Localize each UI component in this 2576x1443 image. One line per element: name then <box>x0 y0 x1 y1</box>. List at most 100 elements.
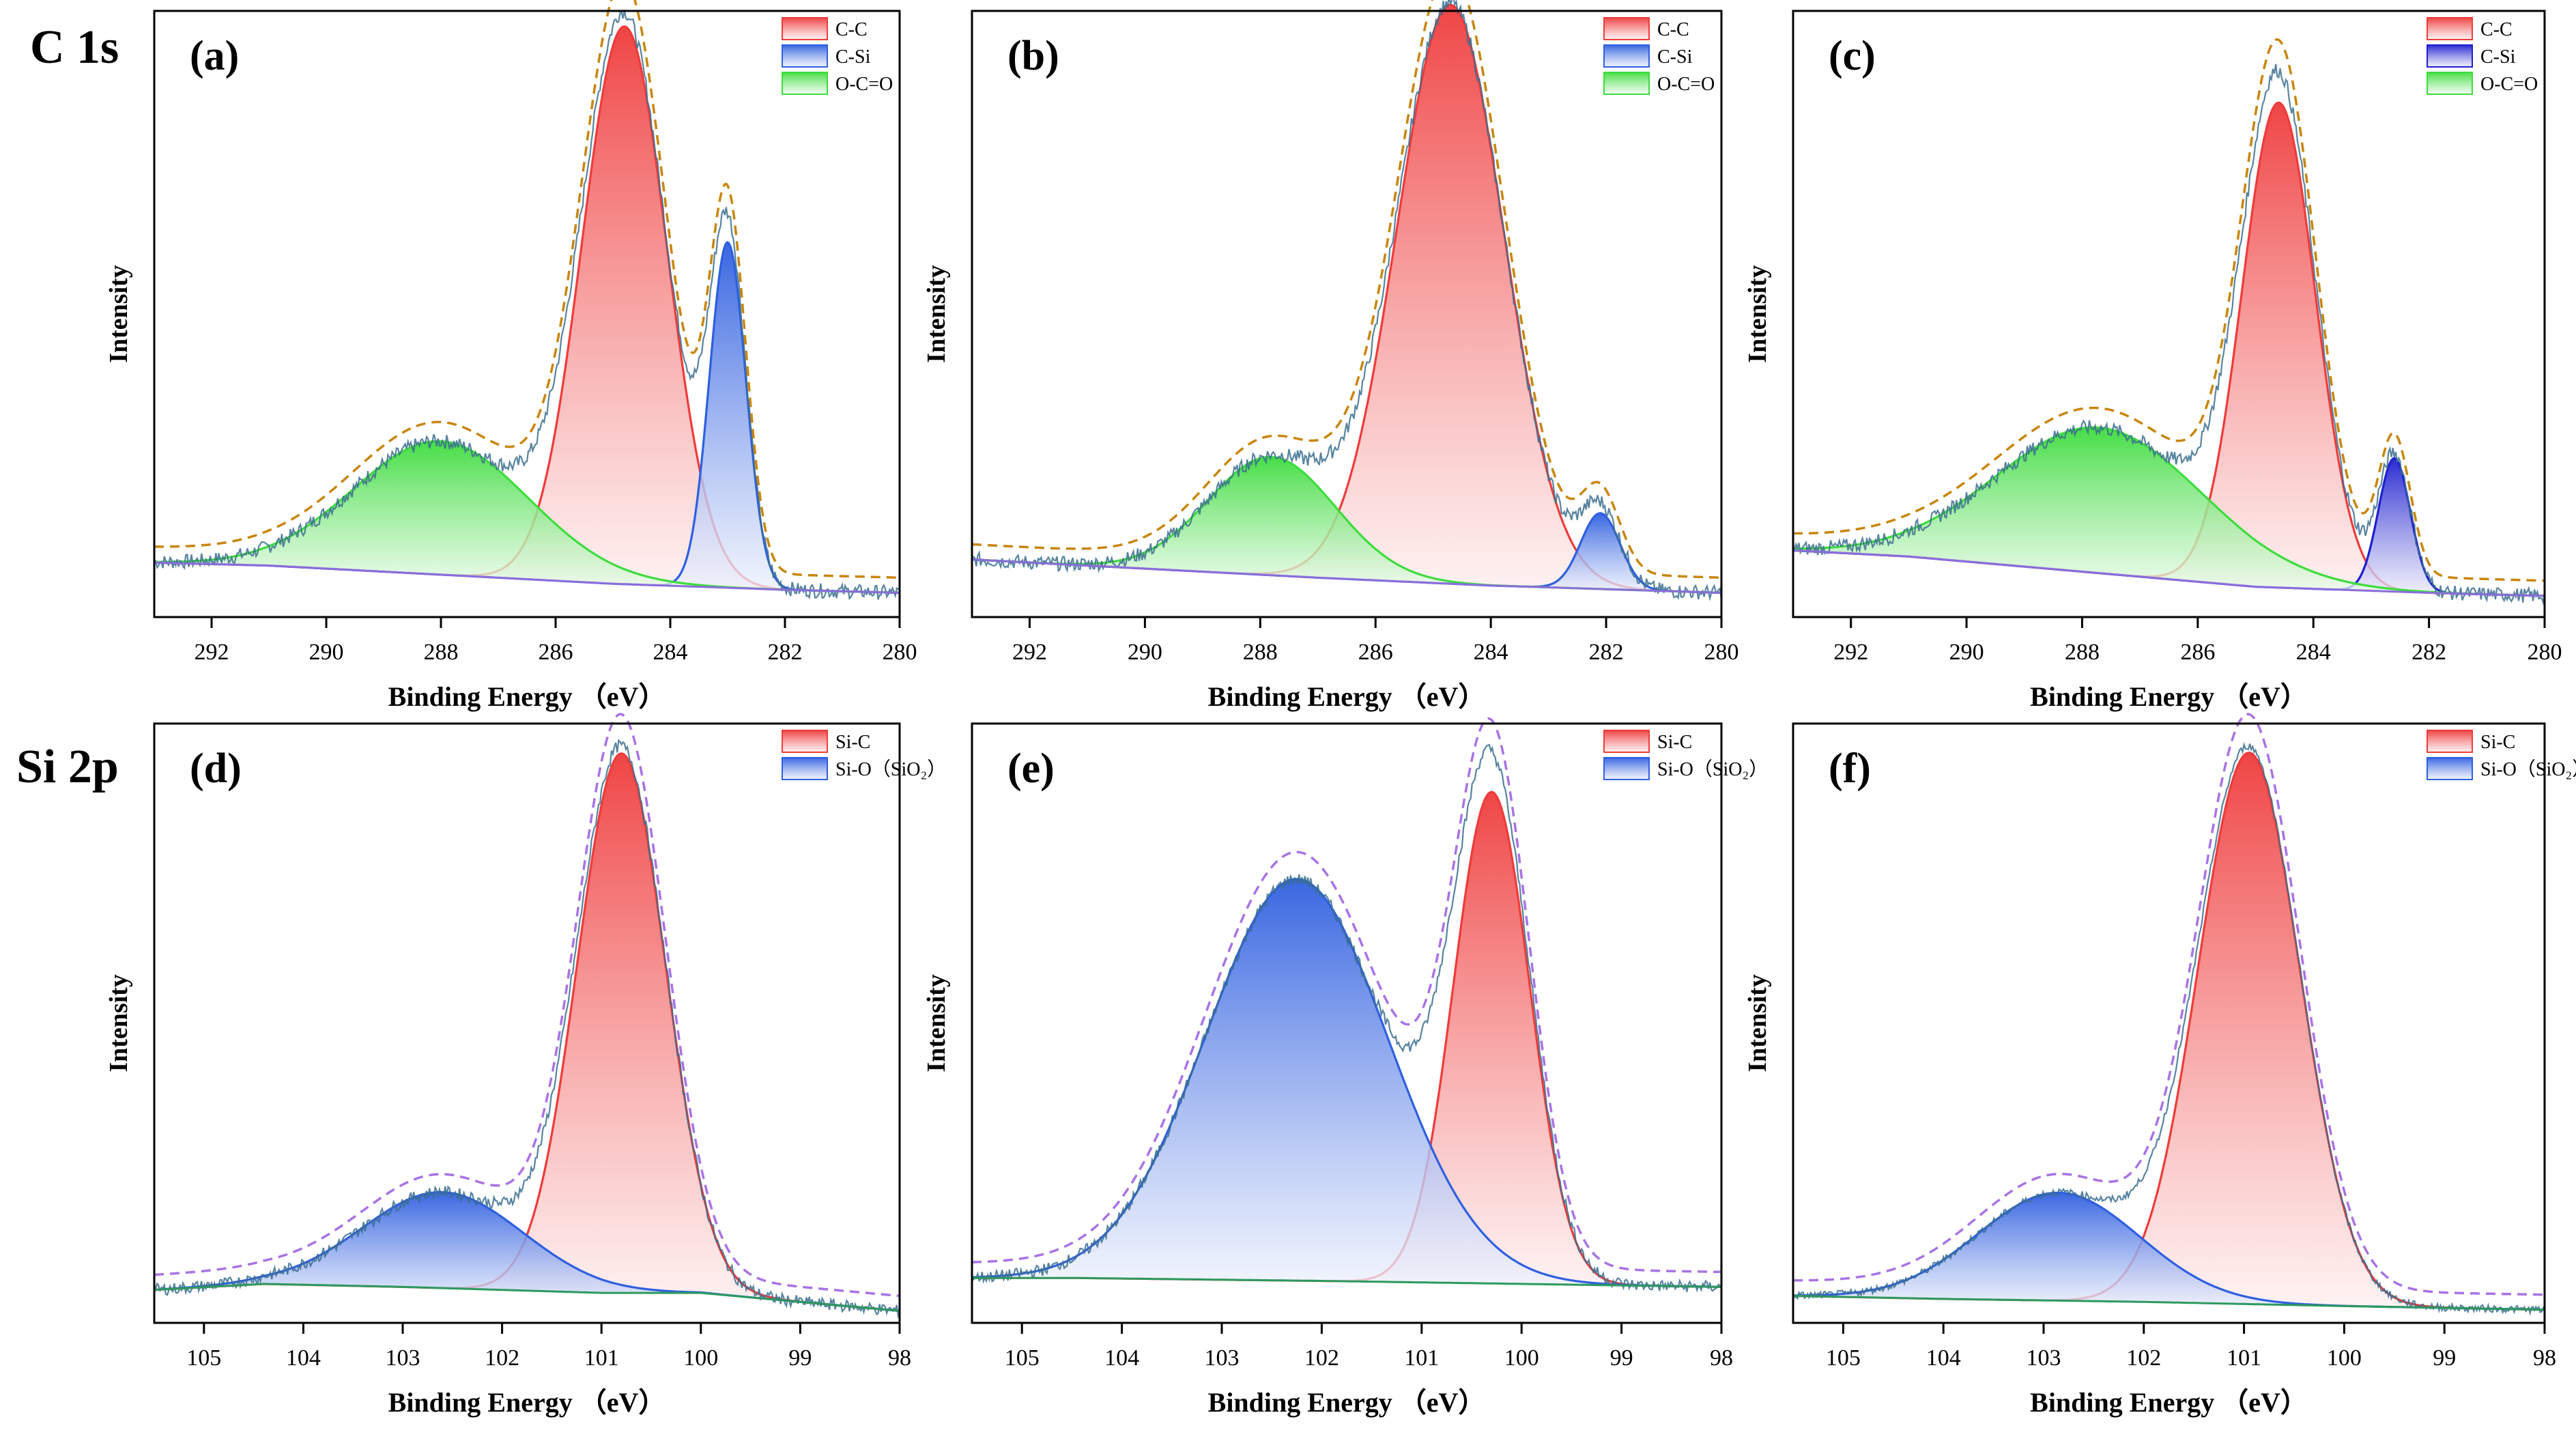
panel-label: (e) <box>1007 745 1055 792</box>
x-tick-label: 105 <box>1005 1345 1040 1371</box>
background-line <box>1793 1295 2545 1311</box>
y-axis-label: Intensity <box>1743 974 1772 1072</box>
y-axis-label: Intensity <box>104 265 133 363</box>
x-tick-label: 282 <box>768 640 803 665</box>
legend-label: Si-C <box>2480 732 2515 753</box>
component-area-si-o-sio- <box>1793 1192 2545 1310</box>
fit-envelope <box>1793 713 2545 1296</box>
plot-frame <box>971 10 1723 618</box>
x-tick-label: 102 <box>1304 1345 1339 1371</box>
x-tick-label: 288 <box>2065 640 2100 665</box>
component-area-si-c <box>1793 752 2545 1310</box>
plot-frame <box>153 10 901 618</box>
x-tick-label: 290 <box>1949 640 1984 665</box>
background-line <box>154 561 900 594</box>
background-line <box>972 1276 1721 1288</box>
x-tick-label: 99 <box>2433 1345 2456 1371</box>
x-tick-label: 288 <box>424 640 459 665</box>
component-area-si-c <box>972 792 1721 1287</box>
background-line <box>1792 549 2545 597</box>
x-tick-label: 101 <box>1404 1345 1439 1371</box>
component-area-si-o-sio- <box>972 878 1721 1287</box>
background-line <box>154 1283 900 1312</box>
x-tick-label: 100 <box>1504 1345 1539 1371</box>
x-tick-label: 103 <box>1205 1345 1240 1371</box>
x-tick-label: 102 <box>485 1345 519 1371</box>
legend-swatch <box>1603 44 1650 68</box>
component-area-o-c-o <box>1793 427 2545 596</box>
panel-label: (a) <box>190 33 239 79</box>
raw-spectrum <box>153 739 900 1319</box>
legend-swatch <box>782 17 828 40</box>
x-tick-label: 99 <box>1610 1345 1633 1371</box>
x-tick-label: 288 <box>1243 640 1278 665</box>
y-axis-label: Intensity <box>104 974 133 1072</box>
legend-swatch <box>2427 730 2473 753</box>
legend-label: O-C=O <box>835 74 893 95</box>
legend-label: C-Si <box>1657 46 1693 68</box>
x-tick-label: 284 <box>653 640 688 665</box>
x-tick-label: 99 <box>788 1345 812 1371</box>
raw-spectrum <box>154 10 900 601</box>
fit-envelope <box>154 713 900 1298</box>
row-label-si2p: Si 2p <box>16 741 119 793</box>
component-area-o-c-o <box>972 457 1721 593</box>
legend-swatch <box>2427 44 2473 68</box>
x-tick-label: 100 <box>683 1345 718 1371</box>
y-axis-label: Intensity <box>922 265 951 363</box>
x-tick-label: 103 <box>2027 1345 2061 1371</box>
panel-label: (d) <box>190 745 242 792</box>
x-tick-label: 98 <box>1710 1345 1733 1371</box>
fit-envelope <box>1793 38 2545 582</box>
fit-envelope <box>972 717 1722 1274</box>
x-tick-label: 280 <box>1704 640 1739 665</box>
component-area-c-c <box>972 5 1721 593</box>
x-tick-label: 280 <box>883 640 917 665</box>
x-tick-label: 98 <box>2533 1345 2556 1371</box>
legend-label: O-C=O <box>1657 74 1715 95</box>
x-tick-label: 100 <box>2327 1345 2362 1371</box>
legend-label: C-C <box>2480 19 2513 40</box>
y-axis-label: Intensity <box>922 974 951 1072</box>
x-tick-label: 292 <box>1012 640 1047 665</box>
plot-frame <box>1792 10 2546 618</box>
x-tick-label: 282 <box>1589 640 1624 665</box>
raw-spectrum <box>971 743 1722 1293</box>
x-axis-label: Binding Energy （eV） <box>1208 1387 1486 1418</box>
legend-label: C-C <box>835 19 868 40</box>
row-label-c1s: C 1s <box>30 21 119 74</box>
y-axis-label: Intensity <box>1743 265 1772 363</box>
x-tick-label: 105 <box>186 1345 221 1371</box>
x-tick-label: 284 <box>1474 640 1508 665</box>
chart-panel-c: 292 290 288 286 284 282 280 Binding Energy （eV）… <box>1743 10 2562 712</box>
legend-swatch <box>1603 730 1650 753</box>
x-axis-label: Binding Energy （eV） <box>1208 681 1486 712</box>
x-tick-label: 104 <box>1926 1345 1961 1371</box>
x-axis-label: Binding Energy （eV） <box>388 681 666 712</box>
legend-swatch <box>782 757 828 780</box>
x-tick-label: 290 <box>309 640 344 665</box>
panel-label: (f) <box>1829 745 1871 792</box>
legend-swatch <box>782 72 828 95</box>
legend-label: C-Si <box>835 46 871 68</box>
legend-label: Si-O（SiO₂） <box>2480 758 2576 780</box>
fit-envelope <box>154 0 900 580</box>
x-tick-label: 286 <box>539 640 573 665</box>
x-tick-label: 292 <box>1833 640 1868 665</box>
raw-spectrum <box>1792 63 2546 605</box>
legend-label: Si-O（SiO₂） <box>1657 758 1768 780</box>
x-tick-label: 104 <box>286 1345 321 1371</box>
x-tick-label: 98 <box>888 1345 911 1371</box>
legend-label: Si-O（SiO₂） <box>835 758 946 780</box>
legend-swatch <box>2427 72 2473 95</box>
panel-label: (c) <box>1829 33 1876 79</box>
plot-frame <box>1792 722 2546 1324</box>
plot-frame <box>971 722 1723 1324</box>
component-area-si-c <box>154 753 900 1311</box>
x-tick-label: 105 <box>1826 1345 1861 1371</box>
legend-swatch <box>2427 757 2473 780</box>
x-tick-label: 284 <box>2296 640 2331 665</box>
raw-spectrum <box>971 0 1723 601</box>
background-line <box>971 558 1722 594</box>
